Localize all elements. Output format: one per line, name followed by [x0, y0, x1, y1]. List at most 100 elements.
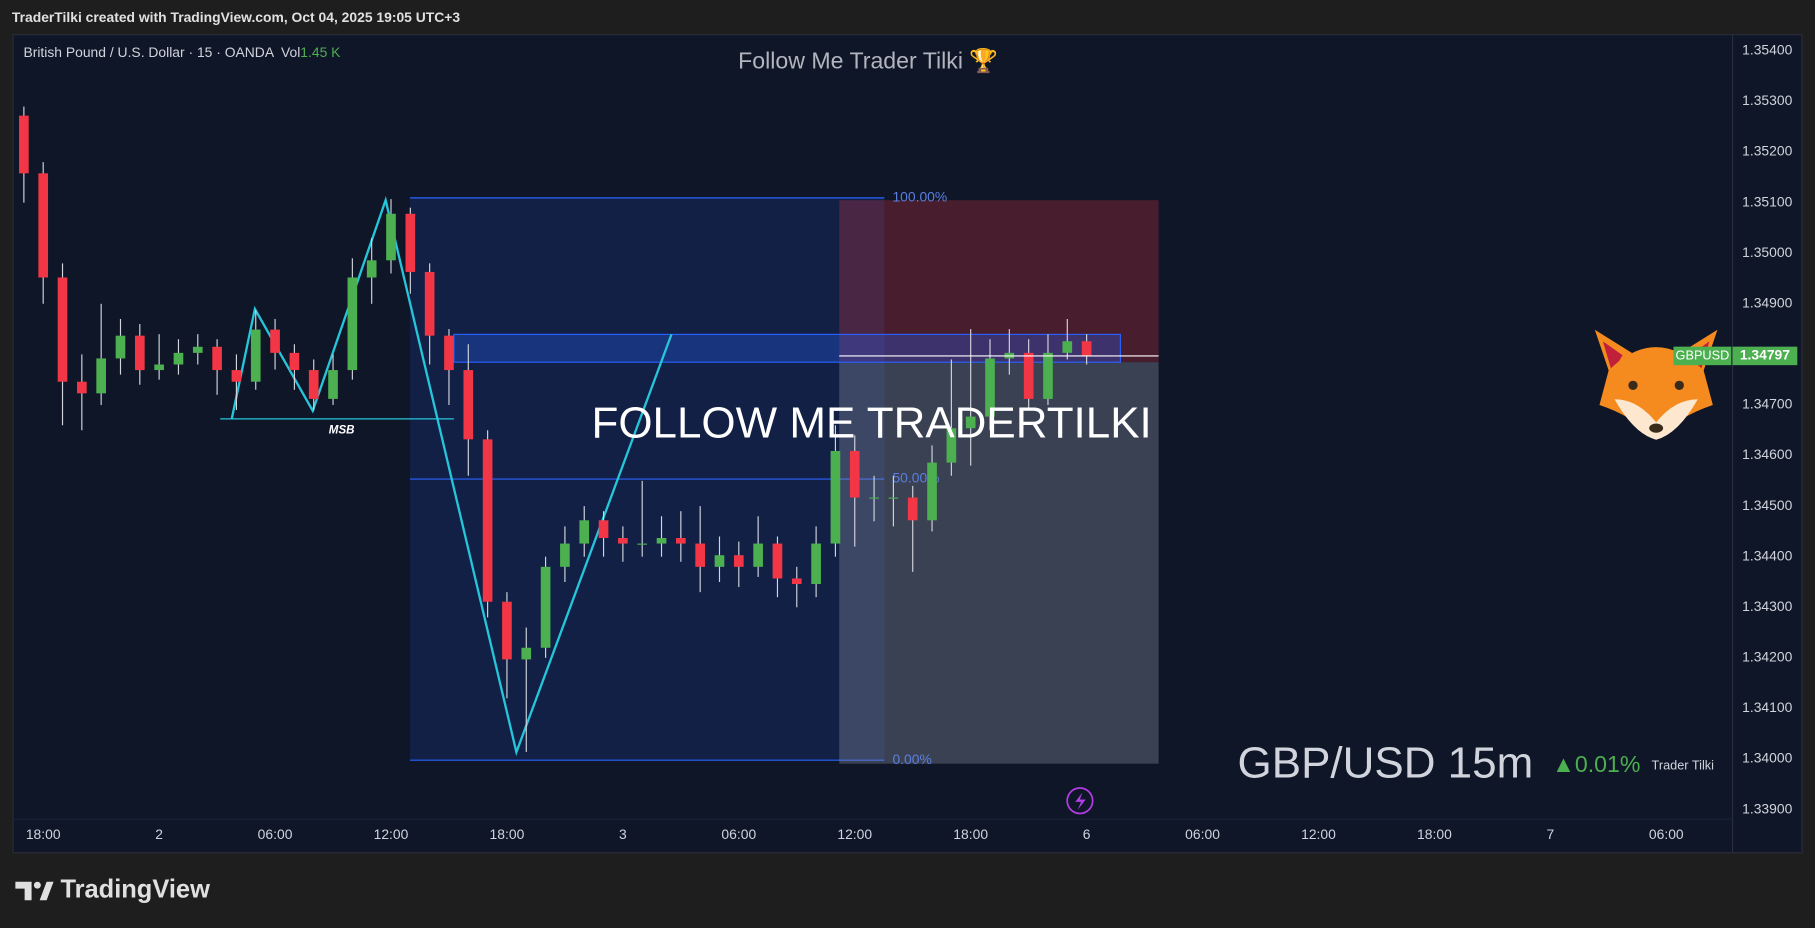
candle-body [57, 277, 68, 382]
candle-body [192, 346, 203, 353]
candle-body [772, 543, 783, 579]
author-label: Trader Tilki [1652, 757, 1714, 772]
candle-body [308, 370, 319, 399]
watermark: FOLLOW ME TRADERTILKI [591, 398, 1151, 447]
chart-pane [12, 34, 1803, 854]
candle-body [502, 601, 512, 660]
candle-body [907, 497, 918, 521]
candle-body [212, 346, 222, 371]
legend: British Pound / U.S. Dollar · 15 · OANDA… [23, 44, 341, 60]
volume-label: Vol [281, 44, 300, 60]
x-tick-label: 18:00 [1417, 826, 1452, 842]
x-tick-label: 12:00 [374, 826, 409, 842]
candle-body [38, 173, 49, 278]
x-tick-label: 18:00 [953, 826, 988, 842]
y-tick-label: 1.35400 [1742, 42, 1792, 58]
candle-body [888, 497, 899, 499]
x-tick-label: 6 [1083, 826, 1091, 842]
candle-body [791, 578, 802, 585]
change-label: ▲0.01% [1552, 751, 1640, 777]
header-text: TraderTilki created with TradingView.com… [12, 9, 460, 25]
candle-body [598, 520, 609, 538]
stop-zone [839, 200, 1159, 363]
candle-body [965, 416, 976, 429]
y-tick-label: 1.35200 [1742, 143, 1792, 159]
y-tick-label: 1.34000 [1742, 750, 1792, 766]
y-tick-label: 1.34600 [1742, 446, 1792, 462]
y-tick-label: 1.34300 [1742, 598, 1792, 614]
candle-body [366, 260, 377, 278]
candle-body [560, 543, 570, 567]
x-tick-label: 06:00 [1185, 826, 1220, 842]
candle-body [637, 543, 648, 545]
y-tick-label: 1.33900 [1742, 800, 1792, 816]
x-tick-label: 18:00 [26, 826, 61, 842]
x-tick-label: 06:00 [721, 826, 756, 842]
candle-body [1062, 341, 1073, 353]
candle-body [618, 537, 628, 544]
candle-body [289, 352, 300, 371]
candle-body [154, 364, 164, 371]
fib-label: 0.00% [892, 751, 931, 767]
candle-body [540, 566, 551, 648]
y-tick-label: 1.34900 [1742, 294, 1792, 310]
candle-body [19, 115, 29, 174]
candle-body [77, 381, 87, 394]
candle-body [1081, 341, 1092, 356]
candle-body [463, 370, 474, 440]
candle-body [830, 450, 841, 544]
candle-body [347, 277, 358, 371]
candle-body [733, 555, 744, 567]
x-tick-label: 3 [619, 826, 627, 842]
x-tick-label: 06:00 [258, 826, 293, 842]
candle-body [714, 555, 725, 567]
candle-body [115, 335, 126, 359]
candle-body [134, 335, 145, 371]
candle-body [1023, 352, 1034, 399]
candle-body [811, 543, 821, 585]
candle-body [869, 497, 879, 499]
x-tick-label: 7 [1547, 826, 1555, 842]
candle-body [444, 335, 454, 371]
candle-body [985, 358, 995, 417]
candle-body [386, 213, 396, 261]
last-price-label: 1.34797 [1740, 347, 1790, 363]
symbol: British Pound / U.S. Dollar · 15 · OANDA [23, 44, 274, 60]
fib-label: 100.00% [892, 189, 947, 205]
candle-body [424, 271, 435, 336]
alert-bolt [1075, 792, 1086, 810]
candle-body [482, 439, 493, 602]
y-tick-label: 1.34500 [1742, 497, 1792, 513]
candle-body [231, 370, 242, 382]
candle-body [250, 329, 261, 382]
candle-body [695, 543, 705, 567]
y-tick-label: 1.35000 [1742, 244, 1792, 260]
ticker-label: GBPUSD [1676, 347, 1730, 362]
brand: TradingView [60, 876, 210, 904]
candle-body [96, 358, 106, 394]
target-zone [839, 362, 1159, 764]
candle-body [579, 520, 590, 544]
alert-icon[interactable] [1066, 787, 1094, 815]
tv-logo [15, 881, 54, 901]
chart-title: Follow Me Trader Tilki 🏆 [738, 48, 998, 75]
x-tick-label: 2 [155, 826, 163, 842]
volume-value: 1.45 K [300, 44, 341, 60]
msb-label: MSB [329, 425, 355, 437]
candle-body [849, 450, 860, 498]
candle-body [1043, 352, 1053, 399]
last-price-badge [1732, 346, 1798, 366]
x-tick-label: 12:00 [1301, 826, 1336, 842]
x-tick-label: 18:00 [490, 826, 525, 842]
candle-body [405, 213, 416, 272]
x-tick-label: 06:00 [1649, 826, 1684, 842]
y-tick-label: 1.34200 [1742, 649, 1792, 665]
candle-body [656, 537, 667, 544]
candles [19, 106, 1092, 752]
axes: 1.35400 1.35300 1.35200 1.35100 1.35000 1.349… [26, 42, 1798, 842]
ticker-badge [1673, 346, 1732, 366]
y-tick-label: 1.34400 [1742, 547, 1792, 563]
candle-body [173, 352, 184, 365]
